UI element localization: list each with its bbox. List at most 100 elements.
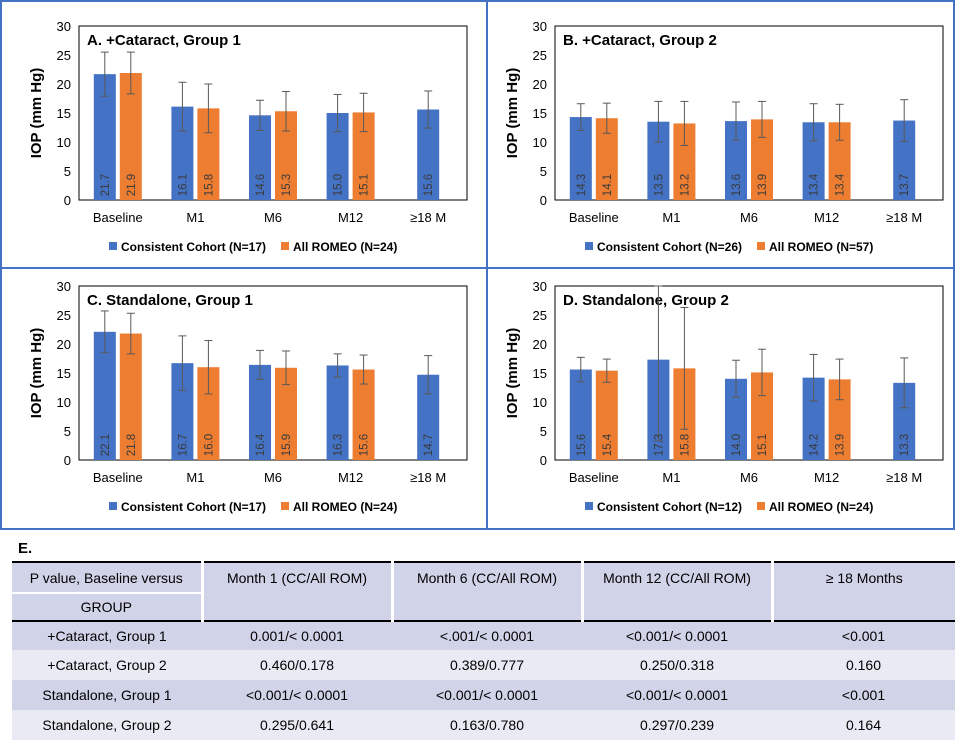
y-tick-label: 20 [57, 77, 71, 92]
bar [197, 367, 220, 460]
plot-area [554, 25, 944, 201]
y-tick-label: 15 [57, 106, 71, 121]
data-label: 16.3 [333, 434, 345, 456]
data-label: 13.7 [899, 174, 911, 196]
data-label: 14.6 [255, 174, 267, 196]
data-label: 21.7 [100, 174, 112, 196]
chart-panel: 0 5 10 15 20 25 30 IOP (mm Hg) A. +Cataract, Gro… [28, 19, 468, 254]
x-tick-label: ≥18 M [410, 470, 446, 485]
row-group: +Cataract, Group 1 [12, 620, 202, 650]
data-label: 13.3 [899, 434, 911, 456]
x-tick-label: Baseline [93, 210, 143, 225]
cell-month6: 0.163/0.780 [392, 710, 582, 740]
legend-swatch [109, 502, 117, 510]
bar [595, 370, 618, 460]
chart-title: B. +Cataract, Group 2 [563, 32, 717, 49]
bar [171, 363, 194, 460]
legend-swatch [281, 502, 289, 510]
bar [673, 123, 696, 200]
x-tick-label: M1 [662, 470, 680, 485]
y-tick-label: 30 [57, 19, 71, 34]
data-label: 16.4 [255, 433, 267, 456]
data-label: 13.4 [835, 173, 847, 196]
data-label: 13.5 [653, 174, 665, 196]
x-tick-label: M12 [338, 210, 363, 225]
bar [93, 74, 116, 200]
x-tick-label: M12 [814, 470, 839, 485]
data-label: 22.1 [100, 434, 112, 456]
section-label: E. [18, 540, 33, 557]
bar [352, 369, 375, 460]
data-label: 13.6 [731, 174, 743, 196]
data-label: 14.2 [809, 434, 821, 456]
data-label: 13.9 [835, 434, 847, 456]
y-axis-label: IOP (mm Hg) [504, 68, 521, 159]
bar [802, 122, 825, 200]
y-tick-label: 5 [540, 164, 547, 179]
header-month12: Month 12 (CC/All ROM) [582, 561, 774, 621]
x-tick-label: Baseline [569, 210, 619, 225]
table-row: +Cataract, Group 1 0.001/< 0.0001 <.001/… [12, 620, 955, 650]
bar [352, 112, 375, 200]
y-tick-label: 10 [533, 135, 547, 150]
x-tick-label: M6 [740, 470, 758, 485]
legend-swatch [757, 502, 765, 510]
y-tick-label: 25 [57, 48, 71, 63]
bar [93, 331, 116, 460]
legend-label: Consistent Cohort (N=17) [121, 240, 266, 254]
x-tick-label: ≥18 M [886, 470, 922, 485]
y-axis-label: IOP (mm Hg) [28, 328, 45, 419]
y-tick-label: 0 [540, 453, 547, 468]
bar [751, 372, 773, 460]
row-group: Standalone, Group 2 [12, 710, 202, 740]
data-label: 14.3 [576, 174, 588, 196]
cell-month6: <.001/< 0.0001 [392, 620, 582, 650]
bar [119, 333, 142, 460]
charts-canvas: 0 5 10 15 20 25 30 IOP (mm Hg) A. +Cataract, Gro… [0, 0, 955, 530]
cell-18months: 0.164 [772, 710, 955, 740]
figure-panels: 0 5 10 15 20 25 30 IOP (mm Hg) A. +Cataract, Gro… [0, 0, 955, 530]
bar [326, 113, 349, 200]
y-tick-label: 20 [533, 337, 547, 352]
x-tick-label: M1 [186, 210, 204, 225]
chart-title: A. +Cataract, Group 1 [87, 32, 241, 49]
p-value-section: E. P value, Baseline versus Month 1 (CC/… [0, 530, 955, 740]
data-label: 16.0 [203, 434, 215, 456]
bar [595, 118, 618, 200]
y-tick-label: 0 [540, 193, 547, 208]
data-label: 17.3 [653, 434, 665, 456]
x-tick-label: M6 [740, 210, 758, 225]
x-tick-label: M12 [814, 210, 839, 225]
data-label: 14.0 [731, 434, 743, 456]
data-label: 21.9 [126, 174, 138, 196]
x-tick-label: M12 [338, 470, 363, 485]
table-row: Standalone, Group 1 <0.001/< 0.0001 <0.0… [12, 680, 955, 710]
legend-label: Consistent Cohort (N=26) [597, 240, 742, 254]
data-label: 16.7 [177, 434, 189, 456]
legend-label: All ROMEO (N=24) [293, 500, 397, 514]
cell-18months: 0.160 [772, 650, 955, 680]
data-label: 15.9 [281, 434, 293, 456]
table-header-row-2: GROUP [12, 592, 955, 621]
chart-title: D. Standalone, Group 2 [563, 292, 729, 309]
x-tick-label: ≥18 M [410, 210, 446, 225]
cell-month12: <0.001/< 0.0001 [582, 620, 772, 650]
cell-18months: <0.001 [772, 620, 955, 650]
bar [417, 109, 440, 200]
legend-swatch [281, 242, 289, 250]
y-tick-label: 15 [57, 366, 71, 381]
y-tick-label: 5 [64, 164, 71, 179]
y-tick-label: 5 [64, 424, 71, 439]
bar [275, 111, 297, 200]
cell-month12: 0.297/0.239 [582, 710, 772, 740]
data-label: 13.4 [809, 173, 821, 196]
data-label: 15.3 [281, 174, 293, 196]
y-tick-label: 30 [533, 19, 547, 34]
legend-swatch [109, 242, 117, 250]
data-label: 16.1 [177, 174, 189, 196]
cell-18months: <0.001 [772, 680, 955, 710]
data-label: 14.1 [602, 174, 614, 196]
legend-label: All ROMEO (N=24) [769, 500, 873, 514]
bar [569, 117, 592, 200]
y-tick-label: 0 [64, 453, 71, 468]
